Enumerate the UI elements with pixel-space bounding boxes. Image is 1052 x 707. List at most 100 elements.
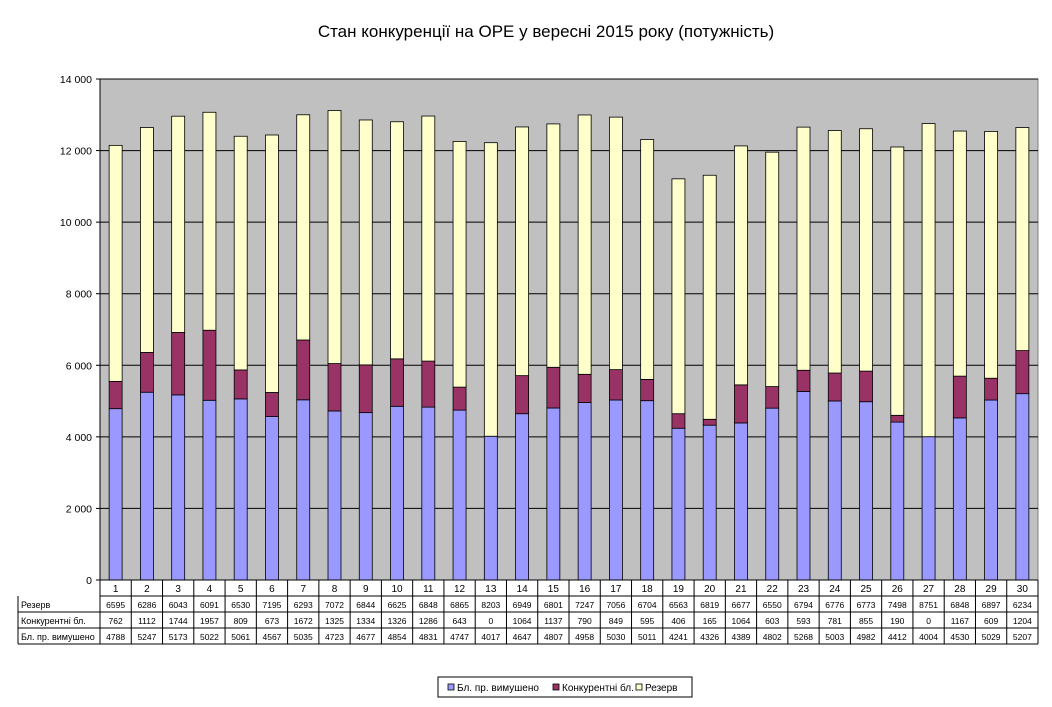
- bar-series1-cat6: [265, 392, 279, 417]
- table-cell: 1334: [356, 616, 375, 626]
- table-cell: 6286: [137, 600, 156, 610]
- y-tick-label: 0: [86, 575, 92, 587]
- table-cell: 4788: [106, 632, 125, 642]
- table-cell: 6625: [388, 600, 407, 610]
- table-cell: 4802: [763, 632, 782, 642]
- table-cell: 5011: [638, 632, 657, 642]
- bar-series2-cat29: [984, 131, 998, 379]
- bar-series2-cat25: [859, 128, 873, 372]
- table-cell: 5268: [794, 632, 813, 642]
- bar-series0-cat2: [139, 391, 154, 581]
- bar-series2-cat5: [233, 135, 248, 371]
- x-tick-label: 13: [485, 584, 497, 595]
- bar-series2-cat6: [265, 134, 279, 393]
- x-tick-label: 27: [923, 584, 935, 595]
- table-cell: 6234: [1013, 600, 1032, 610]
- table-cell: 6897: [982, 600, 1001, 610]
- table-cell: 190: [890, 616, 904, 626]
- bar-series2-cat30: [1015, 127, 1030, 351]
- bar-series0-cat13: [483, 435, 498, 581]
- table-cell: 6848: [419, 600, 438, 610]
- x-tick-label: 5: [238, 584, 244, 595]
- x-tick-label: 22: [767, 584, 779, 595]
- x-tick-label: 25: [860, 584, 872, 595]
- table-cell: 1064: [732, 616, 751, 626]
- y-tick-label: 8 000: [66, 289, 92, 301]
- table-cell: 6819: [700, 600, 719, 610]
- bar-series0-cat9: [358, 412, 373, 581]
- x-tick-label: 26: [892, 584, 904, 595]
- table-cell: 4530: [950, 632, 969, 642]
- table-cell: 8203: [481, 600, 500, 610]
- bar-series1-cat25: [859, 370, 873, 403]
- table-cell: 809: [234, 616, 248, 626]
- bar-series0-cat30: [1015, 393, 1030, 581]
- x-tick-label: 2: [144, 584, 150, 595]
- x-tick-label: 15: [548, 584, 560, 595]
- bar-series2-cat9: [358, 119, 373, 366]
- bar-series2-cat21: [734, 145, 748, 386]
- y-tick-label: 14 000: [60, 74, 92, 86]
- table-cell: 4412: [888, 632, 907, 642]
- table-cell: 6043: [169, 600, 188, 610]
- table-cell: 6677: [732, 600, 751, 610]
- table-cell: 7498: [888, 600, 907, 610]
- table-cell: 6801: [544, 600, 563, 610]
- table-cell: 4017: [481, 632, 500, 642]
- legend-swatch: [552, 683, 560, 691]
- bar-series1-cat26: [890, 414, 905, 423]
- table-cell: 4723: [325, 632, 344, 642]
- bar-series1-cat24: [827, 372, 842, 402]
- bar-series0-cat12: [452, 409, 467, 581]
- bar-series2-cat18: [640, 139, 655, 380]
- y-tick-label: 12 000: [60, 146, 92, 158]
- table-cell: 7195: [263, 600, 282, 610]
- table-cell: 4982: [857, 632, 876, 642]
- table-cell: 4647: [513, 632, 532, 642]
- bar-series2-cat22: [765, 151, 780, 387]
- bar-series0-cat26: [890, 421, 905, 581]
- bar-series0-cat21: [734, 422, 748, 581]
- bar-series0-cat20: [702, 424, 717, 581]
- table-cell: 165: [703, 616, 717, 626]
- bar-series2-cat2: [139, 127, 154, 353]
- bar-series2-cat4: [202, 111, 217, 331]
- table-cell: 595: [640, 616, 654, 626]
- table-cell: 4567: [263, 632, 282, 642]
- table-cell: 4854: [388, 632, 407, 642]
- bar-series0-cat3: [171, 394, 186, 581]
- table-row-label: Бл. пр. вимушено: [21, 632, 95, 642]
- table-cell: 5022: [200, 632, 219, 642]
- table-cell: 673: [265, 616, 279, 626]
- x-tick-label: 3: [175, 584, 181, 595]
- bar-series0-cat5: [233, 398, 248, 581]
- bar-series1-cat21: [734, 384, 748, 424]
- table-cell: 6550: [763, 600, 782, 610]
- bar-series0-cat11: [421, 406, 436, 581]
- table-cell: 6865: [450, 600, 469, 610]
- table-cell: 4389: [732, 632, 751, 642]
- table-cell: 5207: [1013, 632, 1032, 642]
- table-cell: 762: [109, 616, 123, 626]
- bar-series2-cat19: [671, 178, 686, 415]
- table-cell: 6293: [294, 600, 313, 610]
- table-cell: 855: [859, 616, 873, 626]
- table-cell: 406: [671, 616, 685, 626]
- bar-series2-cat24: [827, 130, 842, 374]
- bar-series2-cat28: [952, 130, 967, 377]
- plot-area: [99, 78, 1039, 581]
- table-cell: 5035: [294, 632, 313, 642]
- table-cell: 1672: [294, 616, 313, 626]
- table-row-label: Конкурентні бл.: [21, 616, 86, 626]
- legend-swatch: [635, 683, 643, 691]
- x-tick-label: 14: [517, 584, 529, 595]
- bar-series2-cat1: [108, 144, 123, 382]
- bar-series0-cat4: [202, 399, 217, 581]
- table-cell: 0: [926, 616, 931, 626]
- bar-series0-cat29: [984, 399, 998, 581]
- bar-series1-cat16: [577, 373, 592, 403]
- bar-series2-cat12: [452, 141, 467, 388]
- bar-series1-cat10: [390, 358, 404, 407]
- x-tick-label: 18: [642, 584, 654, 595]
